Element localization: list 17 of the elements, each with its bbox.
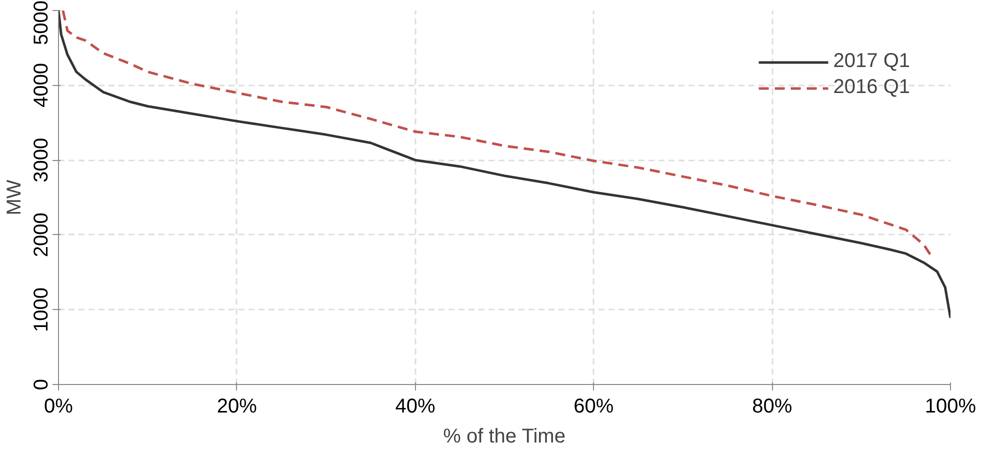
- x-tick-label: 0%: [44, 396, 74, 418]
- legend-label: 2017 Q1: [833, 50, 910, 73]
- y-tick-label: 2000: [30, 212, 52, 258]
- y-tick-label: 4000: [30, 63, 52, 108]
- x-tick-label: 20%: [216, 396, 258, 418]
- x-tick-label: 60%: [574, 396, 614, 418]
- y-axis-title: MW: [4, 180, 26, 216]
- x-axis-title: % of the Time: [443, 426, 566, 448]
- y-tick-label: 3000: [30, 138, 52, 182]
- x-tick-label: 40%: [395, 396, 436, 418]
- x-tick-label: 80%: [752, 396, 792, 418]
- y-tick-label: 5000: [30, 0, 52, 45]
- y-tick-label: 0: [30, 378, 52, 390]
- line-series: [58, 10, 950, 320]
- legend-label: 2016 Q1: [833, 76, 910, 99]
- x-tick-label: 100%: [924, 396, 976, 418]
- y-tick-label: 1000: [30, 287, 52, 332]
